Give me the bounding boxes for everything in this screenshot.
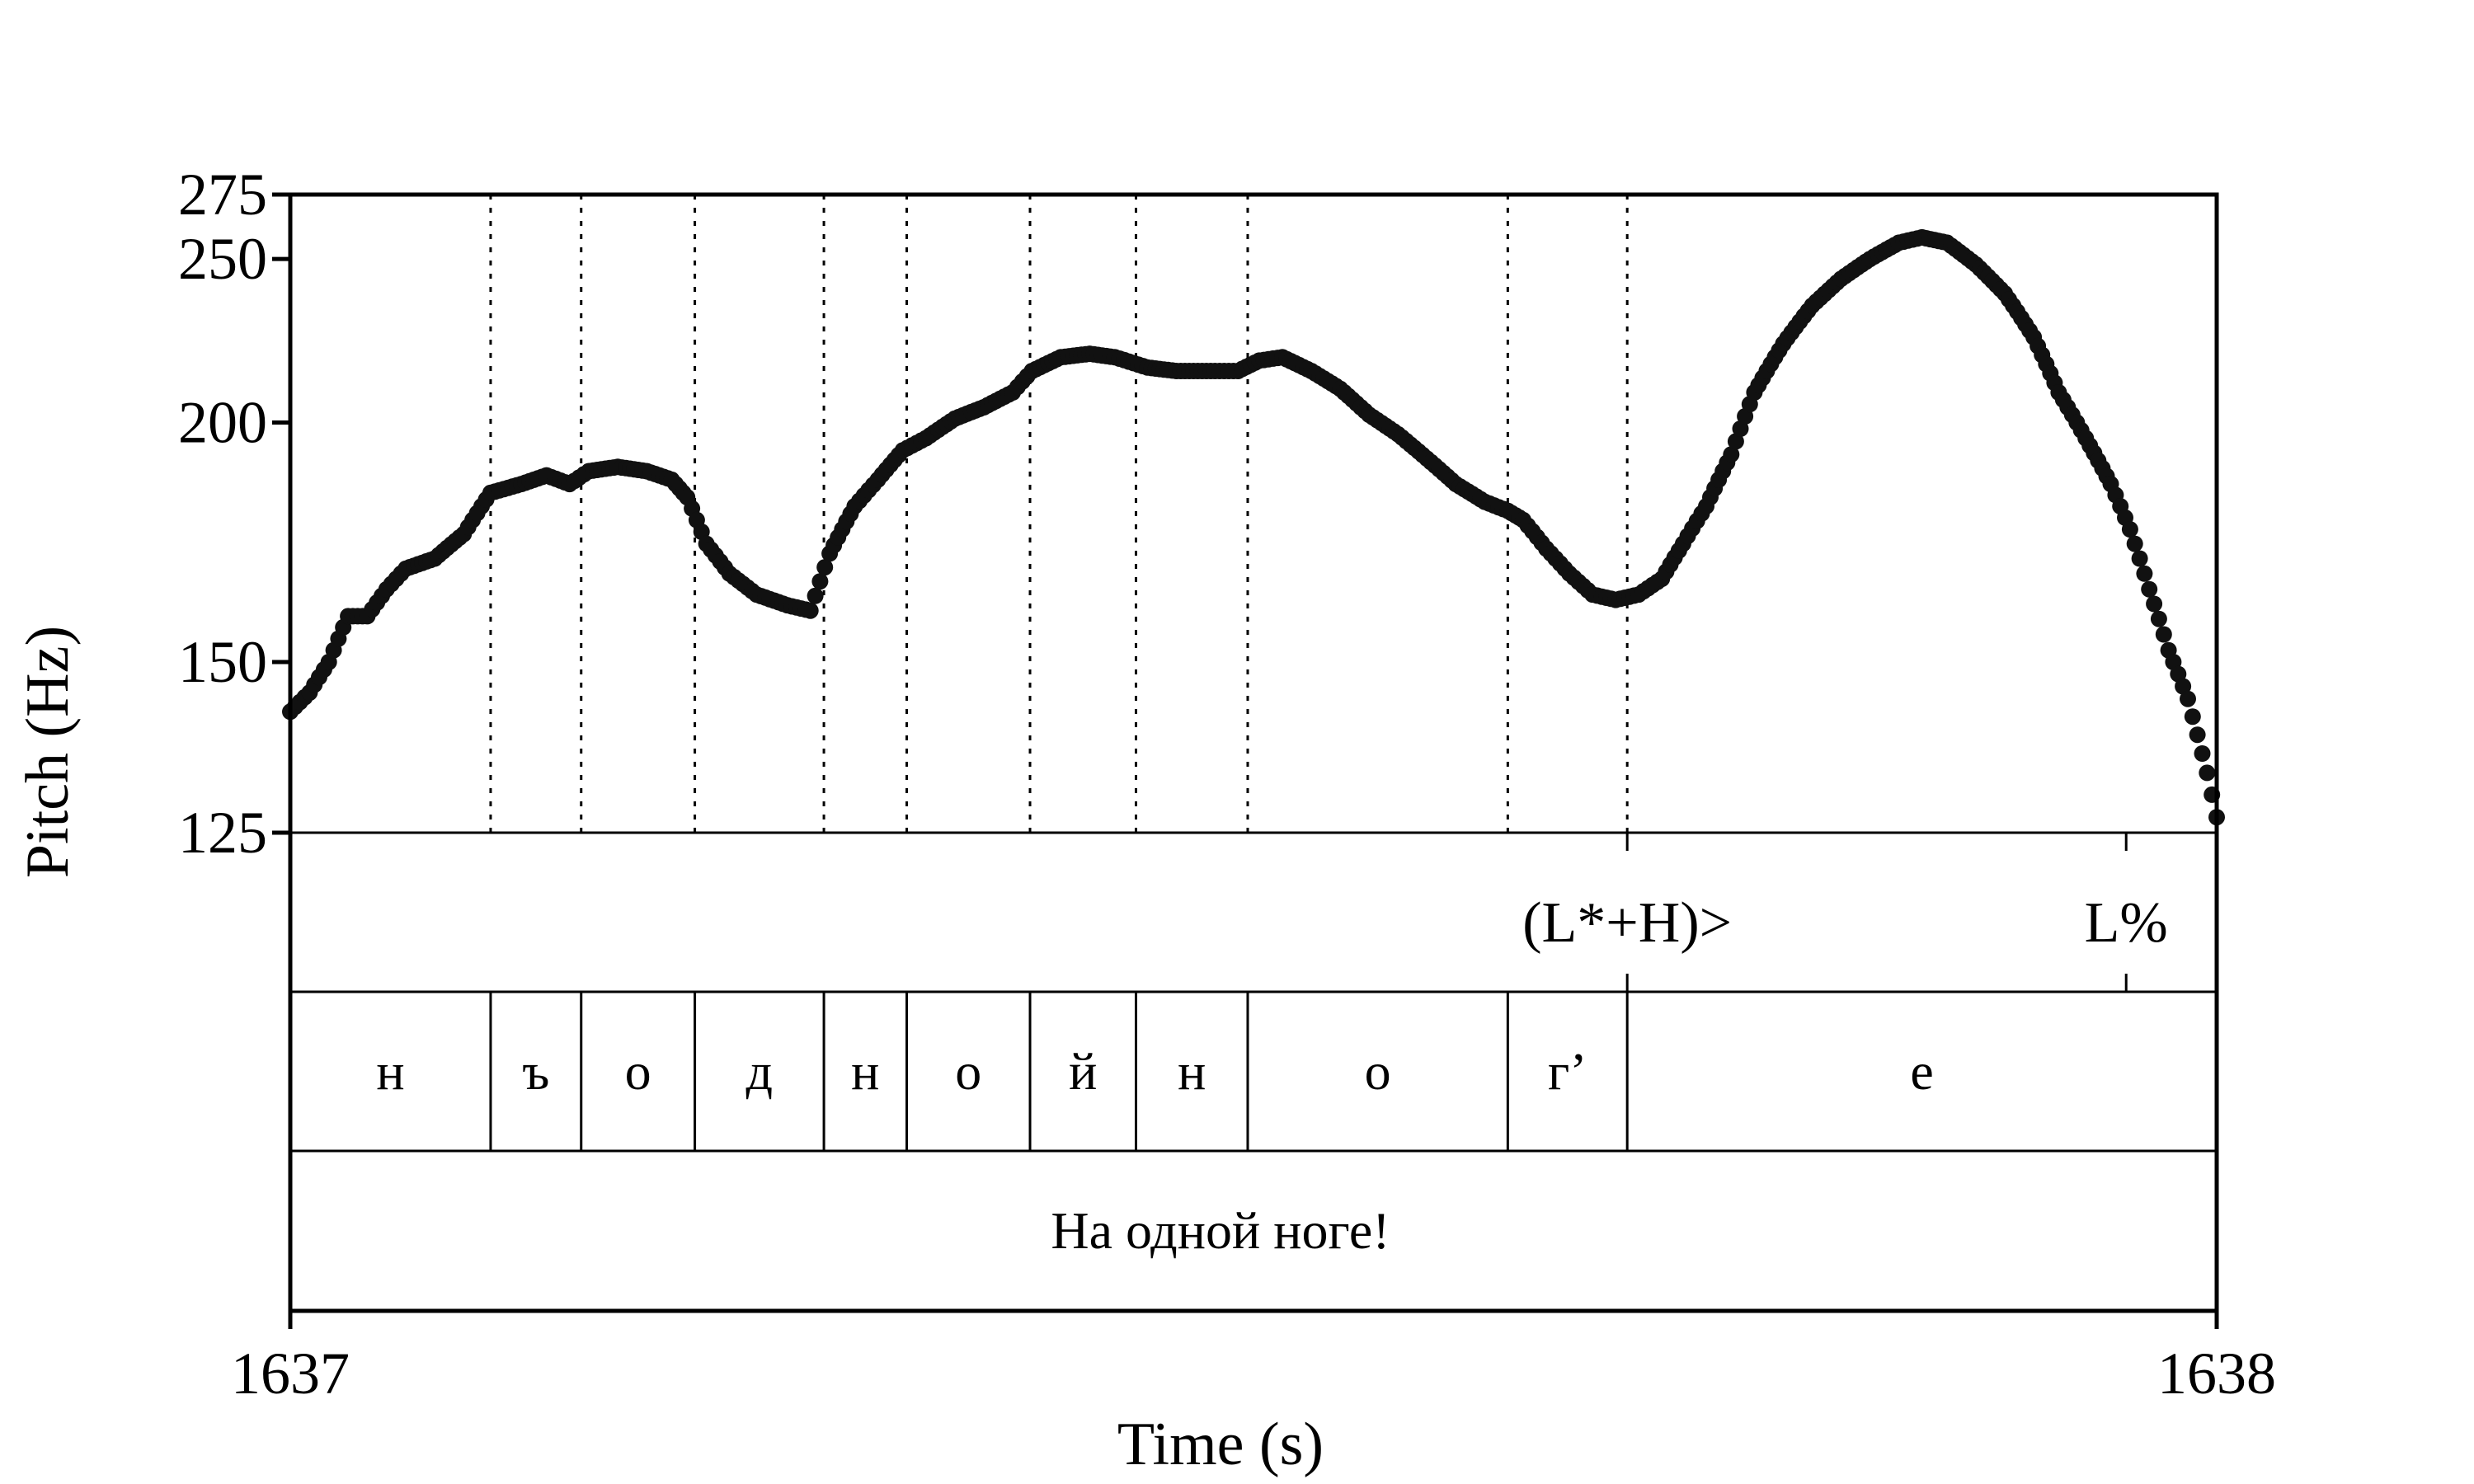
pitch-point — [2155, 626, 2172, 643]
utterance-label: На одной ноге! — [1051, 1201, 1390, 1260]
segment-label: д — [746, 1042, 774, 1101]
pitch-point — [1723, 446, 1740, 463]
pitch-point — [2121, 521, 2138, 538]
pitch-point — [2194, 745, 2211, 762]
tone-label: (L*+H)> — [1522, 891, 1732, 955]
segment-label: й — [1069, 1042, 1097, 1101]
segment-label: о — [955, 1042, 981, 1101]
pitch-point — [2136, 565, 2153, 582]
pitch-point — [2126, 535, 2143, 552]
y-tick-label: 250 — [178, 226, 267, 292]
pitch-point — [1732, 420, 1749, 437]
pitch-point — [2141, 580, 2158, 598]
segment-label: о — [1365, 1042, 1391, 1101]
segment-label: о — [625, 1042, 651, 1101]
y-tick-label: 200 — [178, 389, 267, 455]
y-tick-label: 125 — [178, 800, 267, 866]
pitch-point — [802, 602, 819, 619]
segment-boundary-gridlines — [489, 195, 1629, 833]
pitch-point — [2189, 726, 2206, 744]
pitch-point — [2199, 764, 2216, 782]
segment-label: е — [1910, 1042, 1933, 1101]
tone-label: L% — [2085, 891, 2168, 955]
segment-label: н — [376, 1042, 404, 1101]
segment-label: н — [851, 1042, 879, 1101]
pitch-point — [816, 559, 834, 576]
x-tick-label: 1637 — [231, 1341, 350, 1407]
tone-tier: (L*+H)> L% — [1522, 833, 2168, 992]
segment-label: н — [1178, 1042, 1206, 1101]
pitch-point — [2150, 610, 2167, 627]
y-tick-label: 275 — [178, 162, 267, 228]
pitch-points — [282, 228, 2225, 826]
pitch-point — [2184, 708, 2201, 726]
segment-label: г’ — [1548, 1042, 1587, 1101]
pitch-point — [2131, 550, 2148, 567]
outer-frame — [288, 192, 2219, 1313]
x-axis-title: Time (s) — [1117, 1411, 1324, 1478]
segment-label: ъ — [522, 1042, 549, 1101]
x-axis-ticks: 1637 1638 — [231, 1311, 2276, 1407]
pitch-point — [2175, 678, 2192, 695]
pitch-point — [807, 587, 824, 604]
pitch-point — [811, 573, 829, 590]
y-tick-label: 150 — [178, 629, 267, 695]
y-axis-title: Pitch (Hz) — [14, 626, 82, 878]
pitch-point — [2180, 690, 2196, 707]
segment-tier: н ъ о д н о й н о г’ е — [376, 992, 1934, 1151]
plot-frames — [288, 192, 2219, 1313]
pitch-point — [1727, 433, 1744, 450]
x-tick-label: 1638 — [2157, 1341, 2276, 1407]
pitch-point — [2146, 595, 2163, 613]
